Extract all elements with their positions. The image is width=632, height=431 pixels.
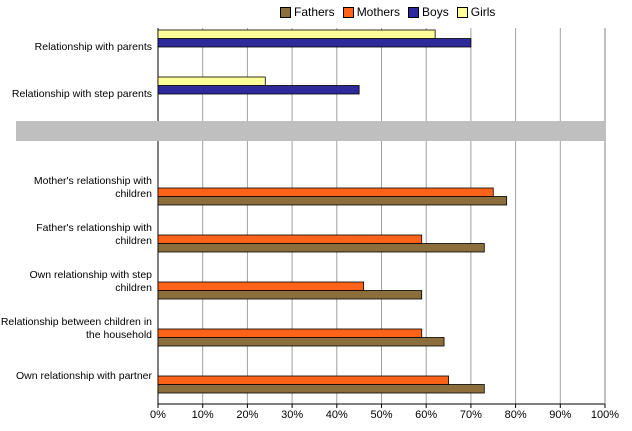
y-tick-label: Relationship with step parents <box>11 87 152 100</box>
bar <box>157 76 266 86</box>
x-tick-label: 40% <box>326 409 348 421</box>
y-tick-label: Own relationship with step children <box>29 269 152 294</box>
bar <box>157 337 445 347</box>
bar <box>157 290 423 300</box>
y-tick-label: Relationship between children in the hou… <box>0 316 152 341</box>
bar <box>157 234 423 244</box>
legend-item: Girls <box>456 5 496 19</box>
bar <box>157 187 494 197</box>
legend-label: Mothers <box>356 5 401 19</box>
legend-swatch <box>408 6 420 18</box>
x-tick-label: 50% <box>370 409 392 421</box>
bar <box>157 384 485 394</box>
y-tick-label: Father's relationship with children <box>36 222 152 247</box>
x-tick-label: 100% <box>591 409 619 421</box>
y-tick-label: Relationship with parents <box>34 40 152 53</box>
legend: Fathers Mothers Boys Girls <box>280 5 495 19</box>
legend-label: Boys <box>422 5 449 19</box>
legend-swatch <box>456 6 468 18</box>
x-tick-label: 0% <box>150 409 166 421</box>
bar <box>157 85 360 95</box>
x-tick-label: 80% <box>505 409 527 421</box>
x-tick-label: 60% <box>415 409 437 421</box>
legend-item: Boys <box>408 5 449 19</box>
bar <box>157 281 365 291</box>
bar <box>157 243 485 253</box>
legend-item: Mothers <box>342 5 401 19</box>
bar <box>157 328 423 338</box>
bar <box>157 375 449 385</box>
bar <box>157 29 436 39</box>
x-tick-label: 90% <box>549 409 571 421</box>
x-tick-label: 10% <box>192 409 214 421</box>
legend-label: Fathers <box>294 5 335 19</box>
bar <box>157 196 508 206</box>
legend-item: Fathers <box>280 5 335 19</box>
bar <box>157 38 472 48</box>
x-tick-label: 20% <box>236 409 258 421</box>
y-tick-label: Own relationship with partner <box>16 369 152 382</box>
legend-label: Girls <box>470 5 496 19</box>
x-tick-label: 30% <box>281 409 303 421</box>
legend-swatch <box>280 6 291 18</box>
separator-band <box>16 121 605 141</box>
y-tick-label: Mother's relationship with children <box>33 175 152 200</box>
legend-swatch <box>342 6 354 18</box>
x-tick-label: 70% <box>460 409 482 421</box>
